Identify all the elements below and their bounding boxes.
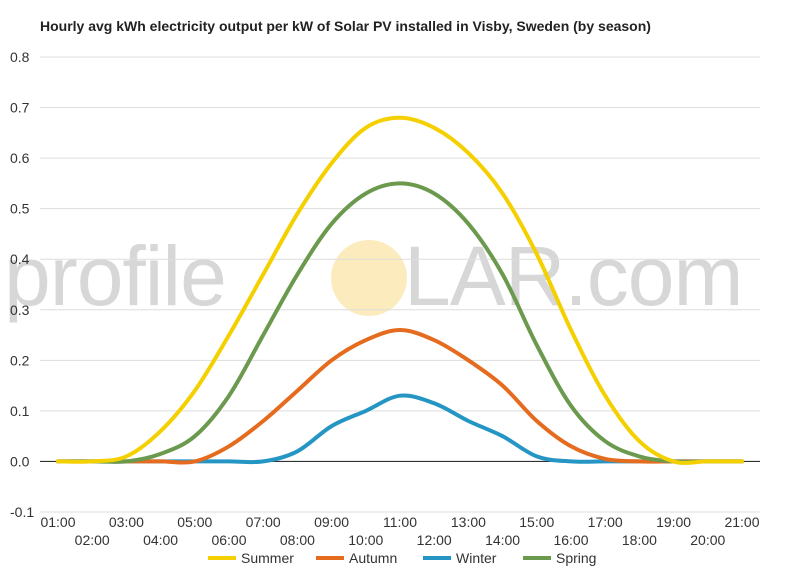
y-tick-label: 0.6 (10, 150, 30, 166)
x-tick-label: 01:00 (40, 514, 75, 530)
x-tick-label: 02:00 (75, 532, 110, 548)
y-tick-label: 0.7 (10, 100, 30, 116)
x-tick-label: 06:00 (211, 532, 246, 548)
x-tick-label: 17:00 (588, 514, 623, 530)
x-tick-label: 19:00 (656, 514, 691, 530)
x-tick-label: 09:00 (314, 514, 349, 530)
y-tick-label: 0.1 (10, 403, 30, 419)
series-line-summer (56, 115, 744, 465)
legend-label-winter: Winter (456, 550, 497, 566)
y-tick-label: 0.5 (10, 201, 30, 217)
legend-label-autumn: Autumn (349, 550, 397, 566)
x-tick-label: 10:00 (348, 532, 383, 548)
x-tick-label: 18:00 (622, 532, 657, 548)
y-tick-label: 0.4 (10, 251, 30, 267)
x-tick-label: 11:00 (383, 514, 417, 530)
y-tick-label: 0.8 (10, 49, 30, 65)
x-tick-label: 12:00 (417, 532, 452, 548)
y-tick-label: 0.2 (10, 352, 30, 368)
watermark: profile LAR.com (4, 229, 743, 323)
series-lines (56, 115, 744, 465)
y-tick-label: 0.0 (10, 453, 30, 469)
y-tick-label: -0.1 (10, 504, 34, 520)
x-tick-label: 07:00 (246, 514, 281, 530)
x-tick-label: 04:00 (143, 532, 178, 548)
legend: Summer Autumn Winter Spring (208, 550, 596, 566)
grid (40, 56, 760, 513)
x-tick-label: 05:00 (177, 514, 212, 530)
x-tick-label: 13:00 (451, 514, 486, 530)
x-tick-label: 15:00 (519, 514, 554, 530)
x-tick-label: 03:00 (109, 514, 144, 530)
legend-label-summer: Summer (241, 550, 294, 566)
legend-label-spring: Spring (556, 550, 596, 566)
watermark-right: LAR.com (404, 229, 742, 323)
chart-title: Hourly avg kWh electricity output per kW… (40, 18, 651, 34)
x-tick-label: 16:00 (553, 532, 588, 548)
x-tick-label: 08:00 (280, 532, 315, 548)
y-axis: -0.1 0.0 0.1 0.2 0.3 0.4 0.5 0.6 0.7 0.8 (10, 49, 34, 520)
series-line-autumn (56, 328, 744, 465)
y-tick-label: 0.3 (10, 302, 30, 318)
x-tick-label: 14:00 (485, 532, 520, 548)
watermark-sun-icon (331, 240, 407, 316)
watermark-left: profile (4, 229, 226, 323)
series-line-spring (56, 181, 744, 464)
x-tick-label: 20:00 (690, 532, 725, 548)
x-tick-label: 21:00 (724, 514, 759, 530)
